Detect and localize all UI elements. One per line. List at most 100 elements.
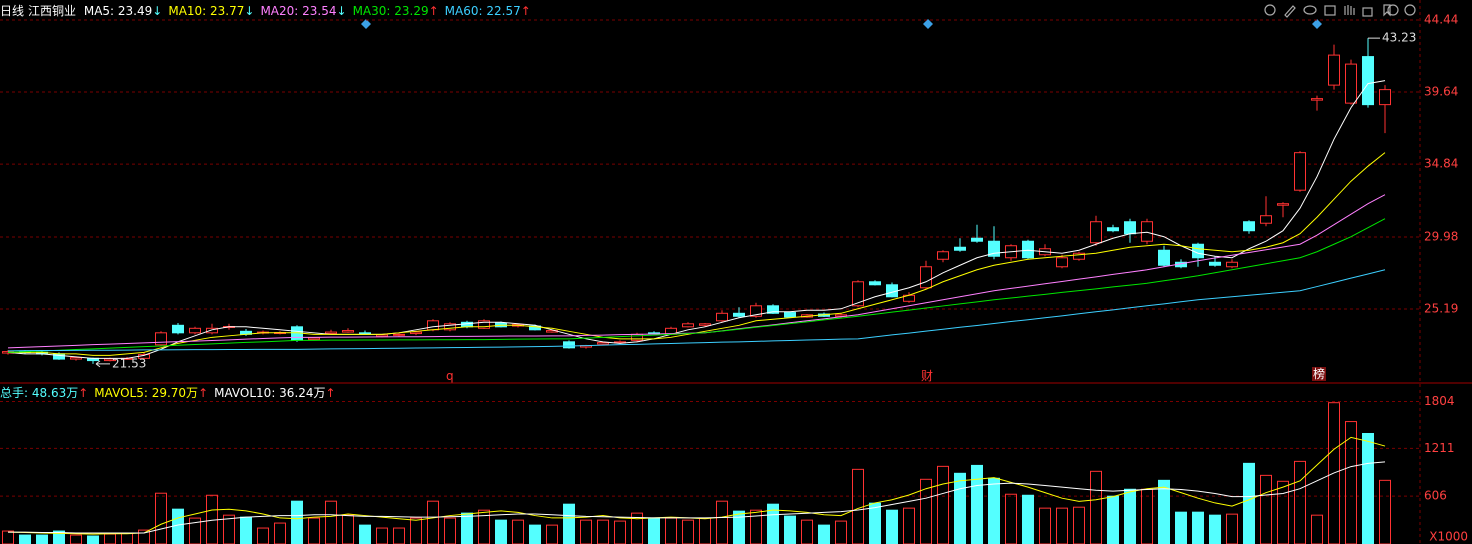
- candle-body: [1141, 221, 1153, 242]
- volume-bar: [835, 520, 847, 544]
- volume-bar: [665, 517, 677, 544]
- y-tick-label: 44.44: [1424, 12, 1458, 26]
- candle-body: [1107, 227, 1119, 232]
- volume-bar: [512, 519, 524, 544]
- candle-body: [1243, 221, 1255, 232]
- volume-bar: [53, 530, 65, 544]
- candle-body: [1124, 221, 1136, 235]
- volume-bar: [19, 534, 31, 544]
- volume-bar: [359, 524, 371, 544]
- volume-bar: [444, 517, 456, 544]
- marker: q: [446, 369, 454, 383]
- candle-body: [70, 357, 82, 360]
- candle-body: [1260, 215, 1272, 224]
- ma-line: [7, 194, 1386, 349]
- period: 日线: [0, 4, 25, 18]
- bag-icon[interactable]: [1324, 5, 1336, 16]
- candle-body: [920, 266, 932, 289]
- candle-body: [342, 330, 354, 333]
- volume-bar: [1192, 511, 1204, 544]
- volume-bar: [750, 509, 762, 544]
- hand-icon[interactable]: [1344, 5, 1355, 15]
- bookmark-icon[interactable]: [1383, 4, 1391, 17]
- volume-bar: [1311, 514, 1323, 544]
- ma-line: [7, 80, 1386, 359]
- candle-body: [1158, 249, 1170, 266]
- candle-body: [699, 323, 711, 326]
- volume-bar: [274, 522, 286, 544]
- stock-name: 江西铜业: [28, 4, 77, 18]
- volume-bar: [988, 477, 1000, 544]
- candle-body: [1311, 98, 1323, 101]
- ma-line: [7, 218, 1386, 353]
- candle-body: [172, 324, 184, 334]
- candle-body: [1345, 63, 1357, 104]
- mavol-line: [8, 461, 1386, 534]
- candle-body: [869, 281, 881, 286]
- view-icon[interactable]: [1303, 5, 1317, 15]
- y-tick-label: 1804: [1424, 394, 1455, 408]
- volume-bar: [699, 517, 711, 544]
- candle-body: [1073, 252, 1085, 260]
- zoom-in-icon[interactable]: [1387, 4, 1399, 16]
- volume-bar: [869, 502, 881, 544]
- candle-body: [359, 332, 371, 335]
- volume-bar: [937, 465, 949, 544]
- legend-trend: ↑: [198, 386, 209, 400]
- candle-body: [767, 305, 779, 314]
- ma-line: [8, 152, 1386, 356]
- candle-body: [784, 312, 796, 318]
- volume-bar: [1260, 474, 1272, 544]
- volume-bar: [121, 532, 133, 544]
- legend-trend: ↓: [152, 4, 163, 18]
- legend-label: MAVOL5: 29.70万: [94, 386, 199, 400]
- volume-bar: [971, 464, 983, 544]
- volume-bar: [818, 524, 830, 544]
- candle-body: [206, 327, 218, 334]
- volume-bar: [1226, 513, 1238, 544]
- legend-label: MA30: 23.29: [352, 4, 429, 18]
- volume-bar: [308, 517, 320, 544]
- lock-icon[interactable]: [1362, 7, 1373, 17]
- volume-bar: [1005, 493, 1017, 544]
- event-diamonds: [361, 19, 1322, 29]
- volume-bar: [801, 519, 813, 544]
- volume-header: 总手: 48.63万↑ MAVOL5: 29.70万↑ MAVOL10: 36.24…: [0, 385, 342, 401]
- diamond: [361, 19, 371, 29]
- zoom-out-icon[interactable]: [1404, 4, 1416, 16]
- volume-bar: [495, 519, 507, 544]
- volume-bar: [1158, 479, 1170, 544]
- candle-body: [444, 323, 456, 331]
- legend-label: MA20: 23.54: [260, 4, 337, 18]
- volume-bar: [1107, 495, 1119, 544]
- volume-bar: [1277, 480, 1289, 544]
- candle-body: [104, 358, 116, 362]
- volume-bar: [529, 524, 541, 544]
- volume-bar: [903, 507, 915, 544]
- legend-trend: ↑: [428, 4, 439, 18]
- volume-bar: [36, 534, 48, 544]
- volume-bar: [240, 516, 252, 544]
- ma-line: [7, 269, 1386, 352]
- volume-bar: [1294, 460, 1306, 544]
- candle-body: [1328, 54, 1340, 86]
- settings-icon[interactable]: [1264, 4, 1276, 16]
- candle-body: [971, 237, 983, 242]
- candle-body: [750, 305, 762, 317]
- volume-bar: [257, 527, 269, 544]
- candle-body: [1362, 56, 1374, 106]
- volume-bar: [1090, 470, 1102, 544]
- volume-bar: [155, 492, 167, 544]
- draw-icon[interactable]: [1284, 5, 1296, 18]
- volume-bar: [682, 519, 694, 544]
- candle-body: [1209, 261, 1221, 266]
- volume-bar: [886, 509, 898, 544]
- candle-body: [954, 246, 966, 251]
- volume-bar: [87, 535, 99, 544]
- volume-bar: [427, 500, 439, 544]
- volume-bar: [325, 500, 337, 544]
- volume-bar: [648, 517, 660, 544]
- legend-trend: ↑: [78, 386, 89, 400]
- volume-bar: [1243, 462, 1255, 544]
